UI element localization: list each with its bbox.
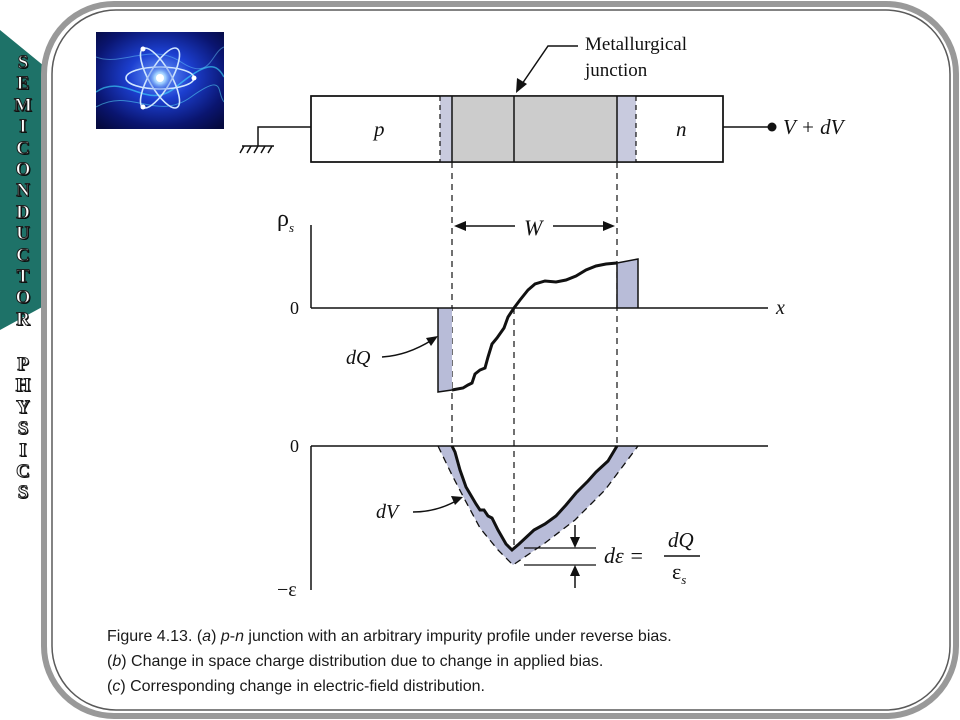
dv-area xyxy=(438,446,638,565)
junction-pointer xyxy=(521,45,578,85)
metallurgical-label-line1: Metallurgical xyxy=(585,34,687,55)
dq-positive-slice xyxy=(617,259,638,308)
x-axis-label: x xyxy=(775,297,785,319)
device-structure: V + dV p n Metallurgical junction xyxy=(239,34,846,163)
caption-line-2: (b) Change in space charge distribution … xyxy=(107,653,604,670)
figure-caption: Figure 4.13. (a) p-n junction with an ar… xyxy=(107,624,907,699)
zero-label-top: 0 xyxy=(290,298,299,318)
side-letter: S xyxy=(17,418,29,440)
side-letter: O xyxy=(15,287,31,309)
side-letter: E xyxy=(16,73,30,95)
side-letter: P xyxy=(17,354,30,376)
dv-label: dV xyxy=(376,501,401,523)
electric-field-plot: 0 −ε dV dε = dQ εs xyxy=(277,436,768,601)
side-letter: I xyxy=(19,439,27,461)
slide-inner-border xyxy=(51,9,951,711)
charge-profile-curve xyxy=(451,261,618,392)
side-letter: Y xyxy=(16,396,31,418)
side-letter: C xyxy=(16,137,31,159)
side-letter: I xyxy=(19,116,27,138)
slide-border xyxy=(41,1,959,719)
side-letter: H xyxy=(15,375,31,397)
zero-label-bottom: 0 xyxy=(290,436,299,456)
side-letter: U xyxy=(16,223,31,245)
depletion-width-label: W xyxy=(524,215,544,240)
p-region-label: p xyxy=(372,117,385,141)
side-letter: S xyxy=(17,51,29,73)
side-letter: M xyxy=(14,94,33,116)
new-field-profile xyxy=(437,445,639,566)
bias-label: V + dV xyxy=(783,115,846,139)
formula-lhs: dε = xyxy=(604,543,644,568)
caption-line-3: (c) Corresponding change in electric-fie… xyxy=(107,678,485,695)
side-letter: C xyxy=(16,461,31,483)
depletion-delta-right xyxy=(617,96,636,162)
ground-icon xyxy=(239,126,311,154)
dq-label: dQ xyxy=(346,347,371,369)
depletion-region xyxy=(440,96,636,162)
side-letter: C xyxy=(16,244,31,266)
dq-negative-slice xyxy=(438,308,452,392)
terminal-dot xyxy=(767,122,777,132)
atom-logo-image xyxy=(96,32,224,129)
side-letter: O xyxy=(15,158,31,180)
atom-icon xyxy=(96,32,224,129)
formula-denominator: εs xyxy=(672,559,686,587)
neg-field-label: −ε xyxy=(277,579,297,601)
side-letter: R xyxy=(16,308,31,330)
side-letter: S xyxy=(17,482,29,504)
formula-numerator: dQ xyxy=(668,528,694,552)
metallurgical-label-line2: junction xyxy=(584,60,648,81)
dq-pointer xyxy=(381,339,433,358)
side-letter: N xyxy=(16,180,31,202)
rho-label: ρs xyxy=(277,206,294,235)
n-region-label: n xyxy=(676,117,687,141)
field-profile-curve xyxy=(450,445,619,553)
side-letter: T xyxy=(16,265,30,287)
caption-line-1: Figure 4.13. (a) p-n junction with an ar… xyxy=(107,628,672,645)
depletion-delta-left xyxy=(440,96,452,162)
side-title: S E M I C O N D U C T O R P H Y S I C S xyxy=(8,51,38,504)
charge-density-plot: 0 x ρs W dQ xyxy=(277,206,785,393)
side-letter: D xyxy=(16,201,31,223)
dv-pointer xyxy=(412,500,457,513)
